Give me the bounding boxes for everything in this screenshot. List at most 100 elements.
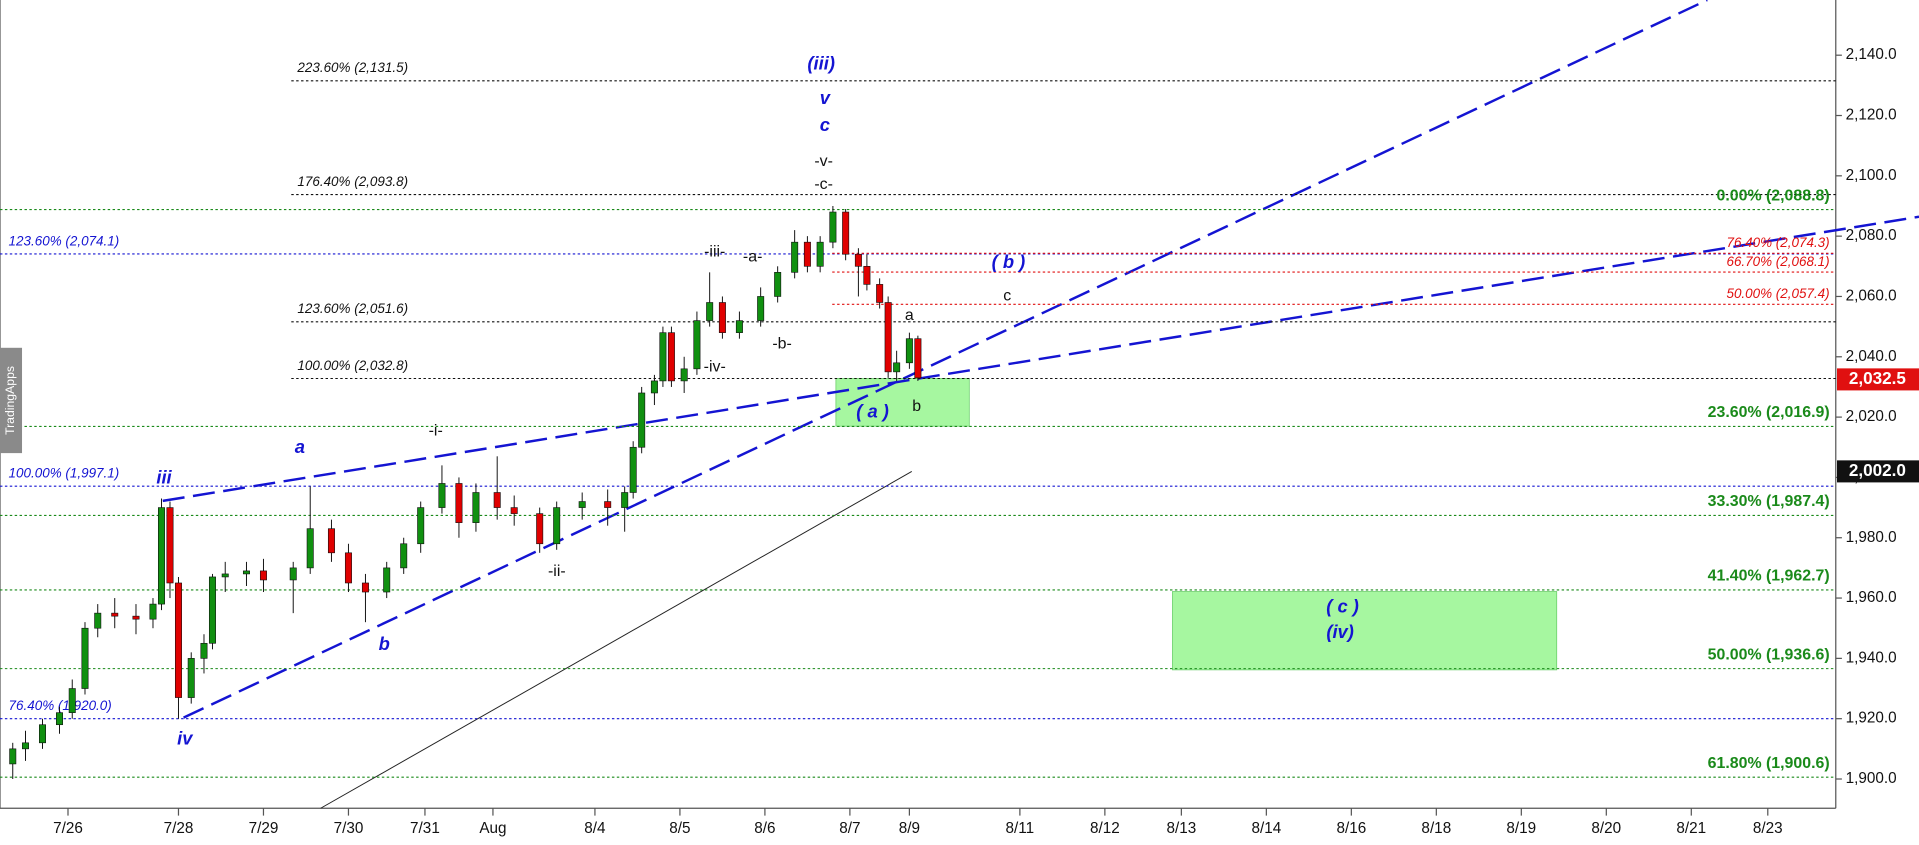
- x-tick-label: 7/30: [334, 820, 364, 837]
- target-zone: [1172, 591, 1558, 671]
- y-tick-label: 2,060.0: [1846, 288, 1897, 305]
- candle-body: [438, 483, 446, 508]
- candle-body: [905, 338, 913, 364]
- x-tick-label: 8/6: [754, 820, 775, 837]
- y-tick-label: 1,980.0: [1846, 529, 1897, 546]
- candle-body: [259, 570, 267, 581]
- wave-label: -ii-: [548, 563, 566, 580]
- wave-label: ( a ): [856, 401, 889, 422]
- candle-body: [803, 241, 811, 267]
- candle-body: [157, 507, 165, 605]
- wave-label: b: [379, 633, 390, 654]
- y-tick-label: 2,040.0: [1846, 348, 1897, 365]
- x-tick-label: Aug: [479, 820, 506, 837]
- candle-body: [81, 627, 89, 689]
- candle-body: [344, 552, 352, 584]
- candle-body: [493, 492, 501, 508]
- y-tick-label: 2,140.0: [1846, 46, 1897, 63]
- candle-body: [718, 302, 726, 333]
- candle-body: [659, 332, 667, 382]
- candle-body: [876, 284, 884, 303]
- candle-body: [472, 492, 480, 523]
- wave-label: -i-: [429, 422, 443, 439]
- y-tick-label: 2,100.0: [1846, 167, 1897, 184]
- wave-label: -iii-: [704, 243, 725, 260]
- candle-body: [22, 742, 29, 750]
- candle-body: [536, 513, 544, 545]
- x-tick-label: 8/5: [669, 820, 690, 837]
- candle-body: [863, 265, 871, 285]
- candle-body: [816, 241, 824, 267]
- wave-label: -iv-: [704, 359, 726, 376]
- candle-body: [914, 338, 922, 379]
- candle-body: [650, 380, 658, 394]
- wave-label: c: [1003, 288, 1011, 305]
- candle-body: [174, 582, 182, 698]
- wave-label: a: [295, 436, 305, 457]
- candle-body: [854, 253, 862, 267]
- candle-body: [842, 211, 850, 255]
- x-tick-label: 8/7: [839, 820, 860, 837]
- wave-label: v: [820, 87, 832, 108]
- x-tick-label: 7/28: [164, 820, 194, 837]
- candle-body: [132, 615, 140, 620]
- fib-label: 23.60% (2,016.9): [1708, 404, 1830, 421]
- candle-body: [289, 567, 297, 581]
- fib-label: 76.40% (2,074.3): [1726, 235, 1829, 250]
- fib-label: 123.60% (2,074.1): [9, 233, 120, 248]
- candle-body: [578, 501, 586, 508]
- candle-body: [774, 272, 782, 297]
- fib-label: 123.60% (2,051.6): [297, 301, 408, 316]
- candle-body: [791, 241, 799, 273]
- wave-label: -v-: [814, 153, 833, 170]
- x-tick-label: 8/21: [1676, 820, 1706, 837]
- candle-body: [829, 211, 837, 243]
- candle-body: [242, 570, 250, 575]
- wave-label: (iv): [1326, 621, 1354, 642]
- x-tick-label: 8/12: [1090, 820, 1120, 837]
- candle-body: [56, 712, 63, 726]
- wave-label: -a-: [743, 248, 762, 265]
- x-tick-label: 8/23: [1753, 820, 1783, 837]
- candle-body: [604, 501, 612, 508]
- watermark-bg: [0, 347, 23, 454]
- wave-label: -c-: [814, 176, 833, 193]
- x-tick-label: 7/26: [53, 820, 83, 837]
- candle-body: [893, 362, 901, 373]
- candle-body: [510, 507, 518, 514]
- candle-body: [306, 528, 314, 569]
- candle-body: [667, 332, 675, 382]
- candle-body: [417, 507, 425, 545]
- candle-body: [208, 576, 216, 644]
- fib-label: 100.00% (2,032.8): [297, 358, 408, 373]
- fib-label: 66.70% (2,068.1): [1726, 254, 1829, 269]
- wave-label: c: [820, 114, 830, 135]
- y-tick-label: 2,120.0: [1846, 107, 1897, 124]
- fib-label: 33.30% (1,987.4): [1708, 493, 1830, 510]
- candle-body: [383, 567, 391, 593]
- x-tick-label: 8/16: [1336, 820, 1366, 837]
- wave-label: -b-: [772, 335, 791, 352]
- candle-body: [884, 302, 892, 373]
- watermark: TradingApps: [3, 366, 17, 435]
- x-tick-label: 8/9: [899, 820, 920, 837]
- fib-label: 50.00% (1,936.6): [1708, 646, 1830, 663]
- wave-label: a: [905, 307, 914, 324]
- candle-body: [735, 320, 743, 333]
- candle-body: [68, 688, 76, 713]
- fib-label: 176.40% (2,093.8): [297, 174, 408, 189]
- y-tick-label: 2,080.0: [1846, 227, 1897, 244]
- candle-body: [327, 528, 335, 554]
- fib-label: 50.00% (2,057.4): [1726, 286, 1829, 301]
- wave-label: iii: [156, 467, 172, 488]
- candle-body: [693, 320, 701, 370]
- fib-label: 41.40% (1,962.7): [1708, 568, 1830, 585]
- candle-body: [200, 642, 208, 659]
- fib-label: 223.60% (2,131.5): [296, 60, 408, 75]
- candle-body: [553, 507, 561, 545]
- wave-label: ( c ): [1326, 595, 1359, 616]
- price-label-box: [1837, 460, 1919, 483]
- fib-label: 0.00% (2,088.8): [1717, 187, 1830, 204]
- trendline: [183, 0, 1708, 719]
- price-label: 2,032.5: [1849, 368, 1907, 388]
